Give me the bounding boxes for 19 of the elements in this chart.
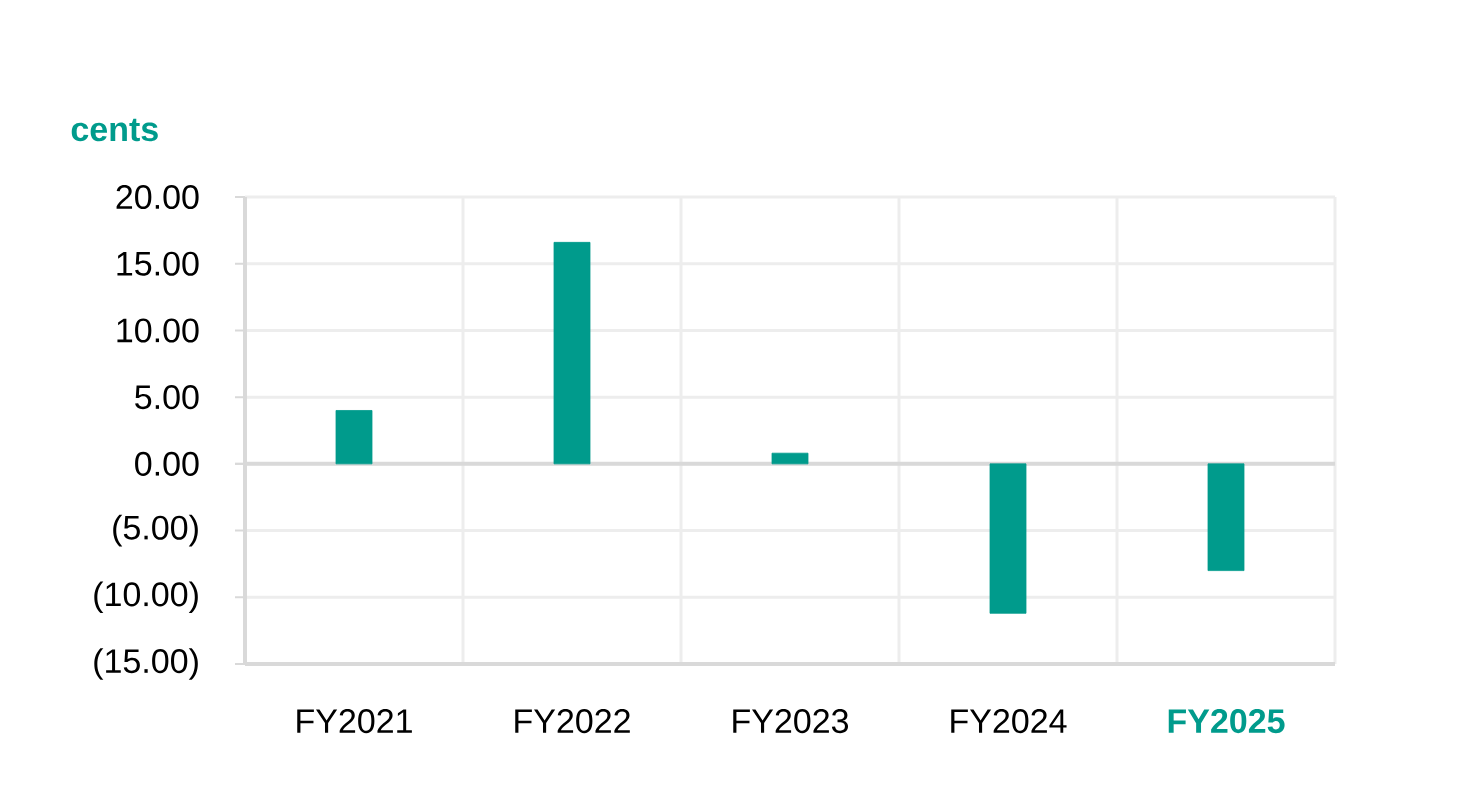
bar [1207,463,1245,571]
x-tick-label: FY2021 [297,709,412,734]
y-tick-label: 10.00 [117,318,199,343]
y-tick-label: 15.00 [117,251,199,276]
y-tick-label: (15.00) [94,648,198,680]
bar [553,241,591,465]
y-tick-label: 20.00 [116,184,199,210]
x-tick-label: FY2022 [515,709,630,734]
y-tick-label: (5.00) [113,514,198,547]
y-tick-label: 0.00 [135,451,199,476]
bar [989,463,1027,614]
x-tick-label: FY2024 [951,709,1067,734]
x-tick-label: FY2023 [733,709,849,734]
bar [771,452,809,465]
y-tick-label: 5.00 [135,385,199,410]
x-tick-label: FY2025 [1168,709,1285,734]
bar [335,410,373,465]
y-tick-label: (10.00) [94,581,198,614]
y-axis-title: cents [71,118,158,142]
